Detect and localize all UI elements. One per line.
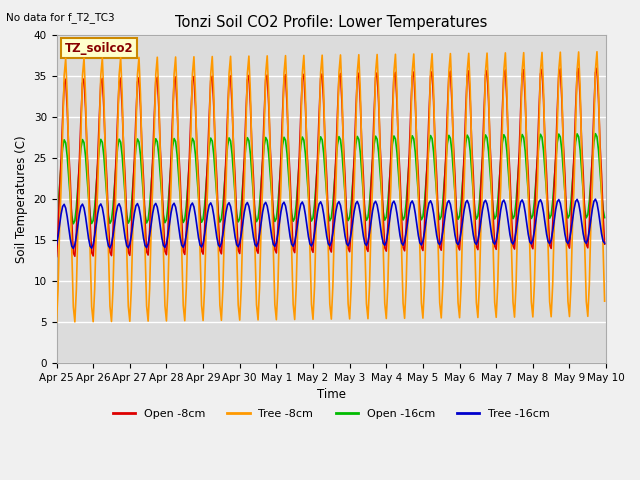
Legend: Open -8cm, Tree -8cm, Open -16cm, Tree -16cm: Open -8cm, Tree -8cm, Open -16cm, Tree -… — [108, 404, 554, 423]
Y-axis label: Soil Temperatures (C): Soil Temperatures (C) — [15, 135, 28, 263]
X-axis label: Time: Time — [317, 388, 346, 401]
Title: Tonzi Soil CO2 Profile: Lower Temperatures: Tonzi Soil CO2 Profile: Lower Temperatur… — [175, 15, 488, 30]
Text: TZ_soilco2: TZ_soilco2 — [65, 42, 133, 55]
Text: No data for f_T2_TC3: No data for f_T2_TC3 — [6, 12, 115, 23]
